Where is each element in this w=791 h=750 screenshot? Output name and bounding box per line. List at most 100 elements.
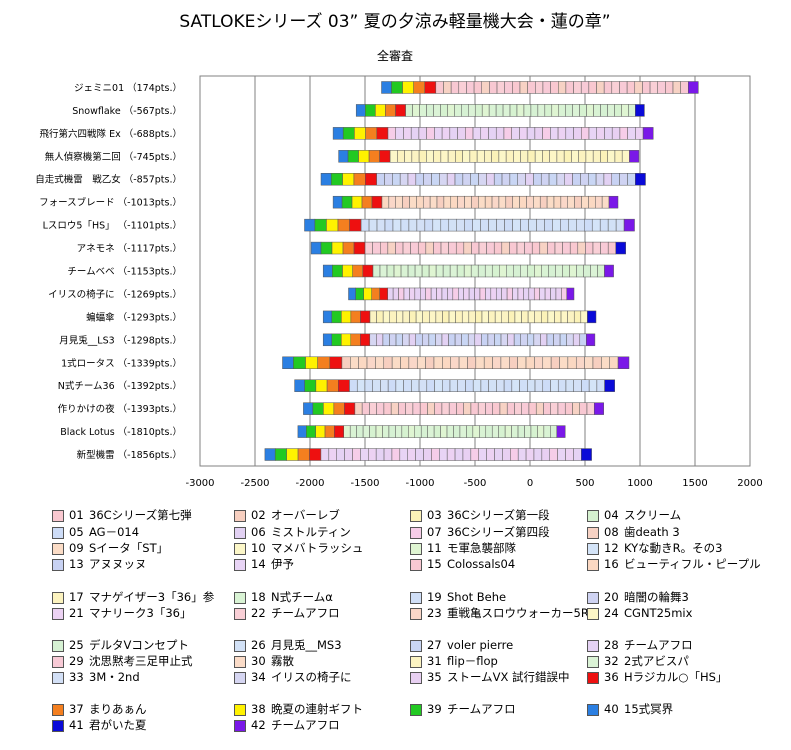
bar-segment	[512, 287, 519, 301]
bar-segment	[331, 310, 342, 324]
bar-segment	[649, 81, 658, 94]
bar-segment	[353, 241, 366, 255]
bar-segment	[498, 150, 507, 163]
bar-segment	[391, 356, 401, 369]
category-label: 作りかけの夜 （-1393pts.）	[58, 403, 182, 415]
bar-segment	[402, 195, 410, 209]
bar-segment	[418, 127, 427, 140]
legend-item: 37 まりあぁん	[52, 703, 239, 716]
bar-segment	[403, 287, 410, 301]
bar-segment	[551, 104, 560, 117]
x-tick-label: -2000	[295, 478, 324, 489]
bar-segment	[504, 81, 513, 94]
bar-segment	[427, 425, 435, 438]
bar-segment	[387, 287, 394, 301]
bar-segment	[434, 379, 443, 392]
bar-segment	[621, 104, 629, 117]
bar-segment	[508, 310, 516, 324]
legend-number: 16	[604, 557, 619, 571]
legend-label: 月見兎__MS3	[271, 638, 342, 652]
legend-swatch	[52, 543, 64, 555]
bar-segment	[470, 173, 479, 186]
bar-segment	[491, 425, 499, 438]
legend-label: 暗闇の輪舞3	[624, 590, 689, 604]
bar-segment	[520, 333, 528, 347]
bar-segment	[558, 104, 566, 117]
legend-label: チームアフロ	[271, 606, 340, 620]
bar-segment	[498, 264, 507, 278]
bar-segment	[433, 150, 442, 163]
bar-segment	[536, 218, 545, 232]
bar-segment	[403, 127, 412, 140]
bar-row	[297, 425, 566, 438]
bar-segment	[548, 173, 558, 186]
bar-segment	[521, 402, 530, 415]
bar-segment	[408, 218, 418, 232]
bar-row	[322, 333, 596, 347]
bar-segment	[400, 356, 410, 369]
bar-segment	[557, 402, 566, 415]
bar-segment	[580, 310, 588, 324]
bar-segment	[635, 104, 645, 117]
bar-segment	[604, 264, 614, 278]
bar-segment	[567, 356, 577, 369]
legend-number: 34	[251, 670, 266, 684]
bar-segment	[441, 127, 451, 140]
bar-segment	[282, 356, 294, 369]
bar-segment	[611, 81, 620, 94]
bar-segment	[496, 81, 505, 94]
legend-swatch	[52, 720, 64, 732]
bar-segment	[264, 448, 276, 461]
legend-item: 10 マメバトラッシュ	[234, 542, 421, 555]
bar-segment	[596, 127, 605, 140]
bar-segment	[390, 402, 399, 415]
bar-segment	[573, 310, 582, 324]
bar-segment	[426, 150, 434, 163]
bar-segment	[563, 150, 572, 163]
legend-item: 26 月見兎__MS3	[234, 639, 421, 652]
legend-item: 05 AG－014	[52, 526, 239, 539]
bar-segment	[383, 356, 393, 369]
bar-segment	[392, 218, 402, 232]
bar-segment	[665, 81, 674, 94]
bar-segment	[592, 356, 602, 369]
bar-segment	[575, 356, 585, 369]
bar-segment	[457, 195, 465, 209]
bar-segment	[398, 287, 405, 301]
bar-segment	[591, 218, 601, 232]
legend-label: flip－flop	[447, 654, 498, 668]
bar-segment	[409, 195, 417, 209]
bar-segment	[355, 104, 366, 117]
bar-segment	[550, 81, 559, 94]
legend-swatch	[587, 510, 599, 522]
bar-segment	[450, 195, 458, 209]
bar-segment	[490, 287, 497, 301]
bar-segment	[547, 241, 556, 255]
x-tick-label: -1500	[350, 478, 379, 489]
legend-label: 36Cシリーズ第四段	[447, 525, 550, 539]
bar-segment	[488, 127, 497, 140]
bar-segment	[407, 173, 417, 186]
bar-segment	[499, 402, 508, 415]
bar-segment	[458, 356, 468, 369]
bar-segment	[470, 448, 479, 461]
bar-segment	[512, 81, 521, 94]
bar-segment	[572, 333, 581, 347]
bar-segment	[572, 173, 581, 186]
bar-segment	[557, 448, 566, 461]
bar-segment	[395, 104, 406, 117]
bar-segment	[580, 81, 590, 94]
bar-segment	[443, 81, 452, 94]
bar-segment	[587, 310, 597, 324]
bar-segment	[389, 310, 397, 324]
legend-item: 07 36Cシリーズ第四段	[410, 526, 597, 539]
bar-segment	[424, 81, 437, 94]
bar-segment	[424, 218, 434, 232]
bar-segment	[369, 425, 377, 438]
legend-item: 13 アヌヌッヌ	[52, 558, 239, 571]
bar-segment	[369, 402, 377, 415]
legend-label: マナリーク3「36」	[89, 606, 192, 620]
legend-item: 12 KYな動きR。その3	[587, 542, 774, 555]
bar-segment	[432, 218, 442, 232]
legend-item: 22 チームアフロ	[234, 607, 421, 620]
